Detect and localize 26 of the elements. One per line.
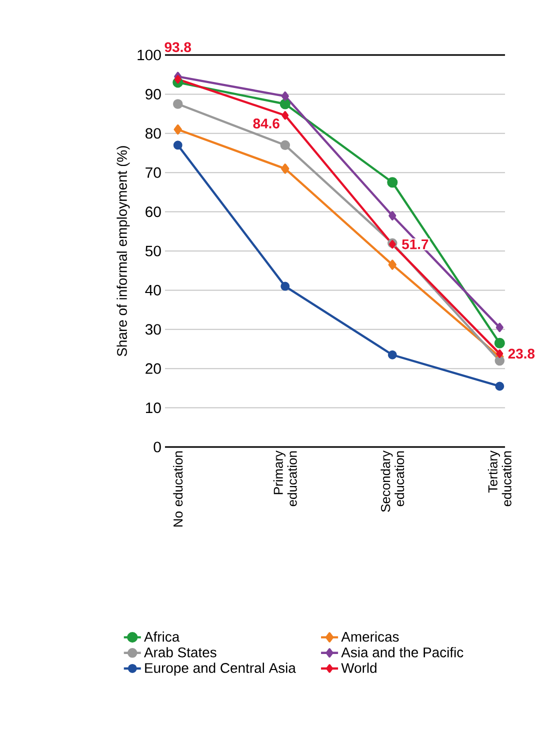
x-tick-label: Primary education <box>273 450 297 506</box>
legend-label: Arab States <box>144 647 216 658</box>
y-tick-label: 0 <box>154 442 161 452</box>
y-tick-label: 40 <box>145 284 161 296</box>
y-axis-title: Share of informal employment (%) <box>116 146 130 356</box>
y-tick-label: 100 <box>138 50 161 60</box>
legend-label: Africa <box>144 632 180 642</box>
x-tick-label: Tertiary education <box>488 450 512 506</box>
x-tick-label: No education <box>173 451 183 526</box>
legend-label: Americas <box>341 632 399 642</box>
data-label: 93.8 <box>164 42 192 52</box>
data-label: 51.7 <box>402 239 428 250</box>
y-tick-label: 50 <box>145 246 161 256</box>
legend-label: Europe and Central Asia <box>145 662 296 676</box>
data-label: 23.8 <box>508 348 535 359</box>
x-tick-label: Secondary education <box>380 450 404 512</box>
y-tick-label: 80 <box>146 128 161 139</box>
y-tick-label: 90 <box>146 88 161 100</box>
y-tick-label: 70 <box>146 167 161 178</box>
y-tick-label: 60 <box>146 206 161 218</box>
y-tick-label: 20 <box>146 363 161 374</box>
legend-label: Asia and the Pacific <box>341 647 464 658</box>
legend-label: World <box>341 662 376 673</box>
data-label: 84.6 <box>253 118 280 128</box>
y-tick-label: 30 <box>145 324 161 335</box>
y-tick-label: 10 <box>146 402 161 414</box>
